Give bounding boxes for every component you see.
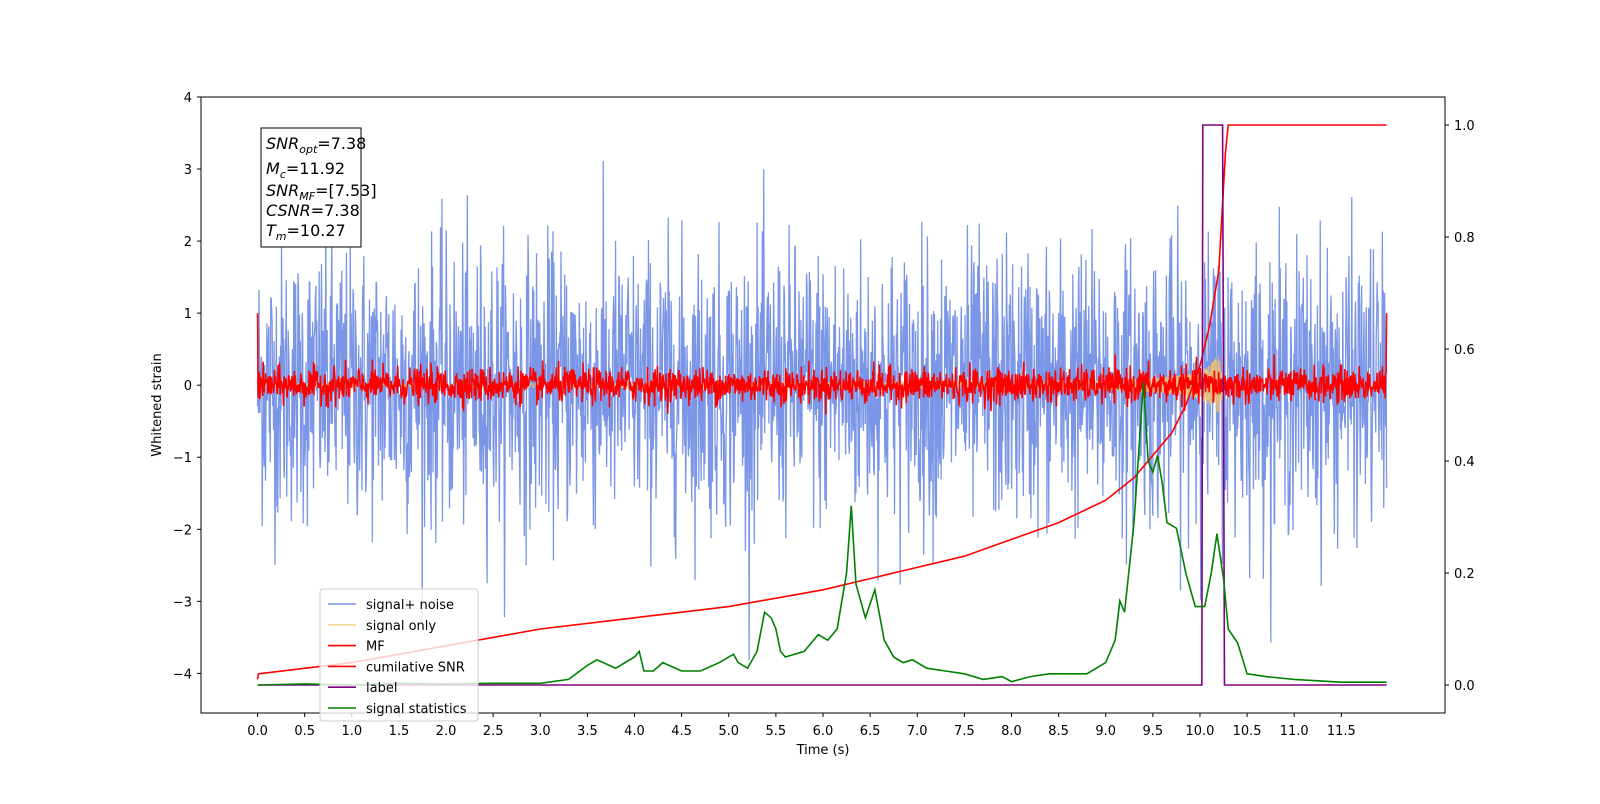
x-tick-label: 10.0 (1185, 724, 1214, 739)
y-axis-title: Whitened strain (150, 353, 165, 456)
x-tick-label: 3.5 (577, 724, 598, 739)
annotation-box: SNRopt=7.38 Mc=11.92 SNRMF=[7.53] CSNR=7… (260, 127, 377, 248)
x-tick-label: 9.5 (1143, 724, 1164, 739)
x-tick-label: 6.5 (860, 724, 881, 739)
x-tick-label: 1.0 (341, 724, 362, 739)
y2-tick-label: 0.4 (1454, 455, 1475, 470)
x-tick-label: 11.5 (1327, 724, 1356, 739)
x-tick-label: 11.0 (1280, 724, 1309, 739)
series-mf-line (256, 313, 1388, 415)
legend-frame (319, 588, 479, 722)
legend-label: label (366, 681, 397, 696)
y-tick-label: 3 (184, 163, 192, 178)
annotation-snr-opt: SNRopt=7.38 (266, 134, 366, 156)
x-tick-label: 5.0 (718, 724, 739, 739)
legend-items: signal+ noise signal only MF cumilative SNR… (328, 598, 467, 717)
legend-label: MF (366, 640, 385, 655)
x-tick-label: 8.0 (1001, 724, 1022, 739)
legend-label: cumilative SNR (366, 660, 465, 675)
y-tick-label: 0 (184, 379, 192, 394)
y-tick-label: −3 (173, 595, 192, 610)
x-tick-label: 7.0 (907, 724, 928, 739)
x-axis-title: Time (s) (796, 743, 850, 758)
y2-tick-label: 0.8 (1454, 231, 1475, 246)
y-tick-label: −2 (173, 523, 192, 538)
series-layer (256, 124, 1388, 686)
x-tick-label: 4.5 (671, 724, 692, 739)
annotation-snr-mf: SNRMF=[7.53] (266, 181, 377, 203)
series-signal-statistics-line (257, 382, 1387, 686)
x-tick-label: 0.5 (294, 724, 315, 739)
x-tick-label: 2.5 (483, 724, 504, 739)
y2-tick-label: 1.0 (1454, 119, 1475, 134)
annotation-frame (260, 127, 362, 248)
y-tick-label: 2 (184, 235, 192, 250)
legend-label: signal only (366, 619, 436, 634)
y-tick-label: −1 (173, 451, 192, 466)
legend-label: signal+ noise (366, 598, 454, 613)
x-tick-label: 9.0 (1095, 724, 1116, 739)
series-cumulative-snr-line (256, 124, 1387, 680)
x-tick-label: 3.0 (530, 724, 551, 739)
x-tick-label: 0.0 (247, 724, 268, 739)
x-tick-label: 2.0 (436, 724, 457, 739)
x-tick-label: 5.5 (766, 724, 787, 739)
y-tick-label: 4 (184, 91, 192, 106)
y-tick-label: 1 (184, 307, 192, 322)
annotation-mc: Mc=11.92 (266, 159, 345, 181)
legend: signal+ noise signal only MF cumilative SNR… (319, 588, 479, 722)
y2-tick-label: 0.0 (1454, 679, 1475, 694)
x-tick-label: 6.0 (813, 724, 834, 739)
x-tick-label: 10.5 (1233, 724, 1262, 739)
y-tick-label: −4 (173, 667, 192, 682)
series-label-line (257, 124, 1387, 686)
x-tick-label: 8.5 (1048, 724, 1069, 739)
legend-label: signal statistics (366, 702, 467, 717)
y2-tick-label: 0.2 (1454, 567, 1475, 582)
series-signal-noise-line (256, 161, 1388, 661)
annotation-csnr: CSNR=7.38 (266, 201, 360, 220)
axes-layer: −4 −3 −2 −1 0 1 2 3 4 0.0 0.2 0.4 0.6 0.8 1.0 0.0 0.5 1.0… (173, 91, 1475, 739)
annotation-tm: Tm=10.27 (266, 221, 346, 243)
y2-tick-label: 0.6 (1454, 343, 1475, 358)
x-tick-label: 4.0 (624, 724, 645, 739)
x-tick-label: 1.5 (389, 724, 410, 739)
x-tick-label: 7.5 (954, 724, 975, 739)
